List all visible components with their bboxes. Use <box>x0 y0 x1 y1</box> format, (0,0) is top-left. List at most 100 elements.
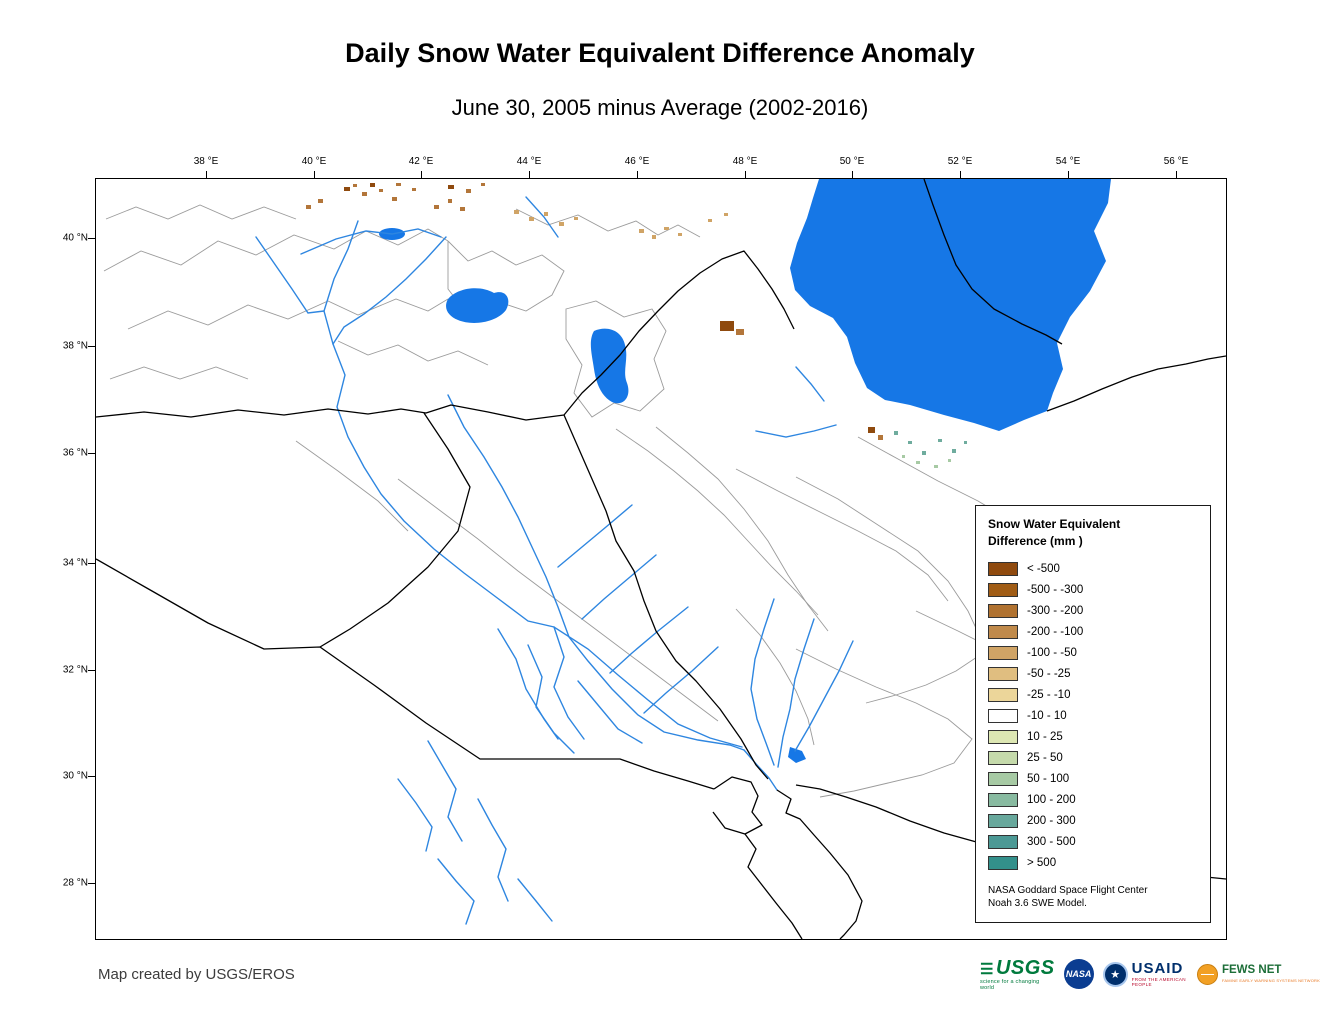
legend-entry-label: < -500 <box>1027 563 1060 576</box>
lat-label: 40 °N <box>62 232 88 244</box>
legend-entries: < -500 -500 - -300 -300 - -200 -200 - -100 -… <box>988 559 1204 874</box>
nasa-logo: NASA <box>1063 959 1094 989</box>
lat-label: 30 °N <box>62 770 88 782</box>
lon-label: 40 °E <box>301 156 327 167</box>
lon-tick <box>852 171 853 178</box>
legend-swatch <box>988 604 1018 619</box>
lon-label: 38 °E <box>193 156 219 167</box>
lon-label: 50 °E <box>839 156 865 167</box>
river-euphrates <box>323 220 743 748</box>
lakes <box>379 228 806 763</box>
legend-swatch <box>988 562 1018 577</box>
legend-swatch <box>988 688 1018 703</box>
legend-entry: 200 - 300 <box>988 811 1204 832</box>
anomaly-cells-positive <box>894 431 967 468</box>
lon-tick <box>529 171 530 178</box>
lon-tick <box>637 171 638 178</box>
lat-label: 36 °N <box>62 447 88 459</box>
legend-entry: -50 - -25 <box>988 664 1204 685</box>
legend-entry-label: -25 - -10 <box>1027 689 1071 702</box>
legend-title-line2: Difference (mm ) <box>988 534 1083 549</box>
legend-entry-label: -50 - -25 <box>1027 668 1071 681</box>
marsh <box>788 747 806 763</box>
caspian-sea <box>790 179 1111 431</box>
credit-text: Map created by USGS/EROS <box>98 966 295 983</box>
usaid-emblem-icon <box>1102 961 1128 987</box>
lat-label: 32 °N <box>62 664 88 676</box>
lat-tick <box>88 670 95 671</box>
legend-entry-label: -300 - -200 <box>1027 605 1084 618</box>
legend-entry: -500 - -300 <box>988 580 1204 601</box>
usaid-logo-name: USAID <box>1131 960 1184 977</box>
lon-tick <box>960 171 961 178</box>
nasa-logo-name: NASA <box>1065 969 1092 979</box>
rivers <box>255 196 854 925</box>
legend-entry-label: > 500 <box>1027 857 1057 870</box>
fewsnet-globe-icon <box>1196 963 1218 985</box>
lon-label: 42 °E <box>408 156 434 167</box>
legend-entry: 25 - 50 <box>988 748 1204 769</box>
usgs-logo-tagline: science for a changing world <box>980 978 1040 991</box>
fewsnet-logo: FEWS NET FAMINE EARLY WARNING SYSTEMS NE… <box>1196 963 1320 985</box>
legend-entry: > 500 <box>988 853 1204 874</box>
legend-entry-label: -100 - -50 <box>1027 647 1077 660</box>
river-shatt-al-arab <box>743 749 778 791</box>
legend-note-line2: Noah 3.6 SWE Model. <box>988 898 1087 910</box>
legend-swatch <box>988 793 1018 808</box>
lon-tick <box>314 171 315 178</box>
lat-tick <box>88 563 95 564</box>
legend-note: NASA Goddard Space Flight Center Noah 3.… <box>988 884 1204 911</box>
legend-swatch <box>988 730 1018 745</box>
lon-tick <box>745 171 746 178</box>
lon-label: 52 °E <box>947 156 973 167</box>
lon-tick <box>206 171 207 178</box>
lon-label: 44 °E <box>516 156 542 167</box>
lon-label: 46 °E <box>624 156 650 167</box>
legend-entry: 300 - 500 <box>988 832 1204 853</box>
river-tigris <box>447 394 745 751</box>
lat-label: 34 °N <box>62 557 88 569</box>
lat-label: 28 °N <box>62 877 88 889</box>
lon-label: 56 °E <box>1163 156 1189 167</box>
lon-tick <box>421 171 422 178</box>
lat-tick <box>88 883 95 884</box>
anomaly-cells-negative <box>306 183 883 440</box>
lon-tick <box>1176 171 1177 178</box>
legend: Snow Water Equivalent Difference (mm ) <… <box>975 505 1211 923</box>
legend-title: Snow Water Equivalent Difference (mm ) <box>988 516 1204 551</box>
lon-label: 48 °E <box>732 156 758 167</box>
legend-swatch <box>988 667 1018 682</box>
legend-entry: -100 - -50 <box>988 643 1204 664</box>
legend-entry: 10 - 25 <box>988 727 1204 748</box>
usaid-logo: USAID FROM THE AMERICAN PEOPLE <box>1102 960 1188 987</box>
legend-swatch <box>988 583 1018 598</box>
legend-swatch <box>988 772 1018 787</box>
legend-entry: -300 - -200 <box>988 601 1204 622</box>
legend-entry-label: -10 - 10 <box>1027 710 1067 723</box>
lat-tick <box>88 346 95 347</box>
usgs-logo-name: USGS <box>980 958 1055 978</box>
legend-swatch <box>988 709 1018 724</box>
legend-entry-label: -500 - -300 <box>1027 584 1084 597</box>
map-frame: 38 °E 40 °E 42 °E 44 °E 46 °E 48 °E 50 °E 52 °E… <box>63 156 1227 940</box>
lat-tick <box>88 776 95 777</box>
legend-entry-label: 50 - 100 <box>1027 773 1070 786</box>
legend-title-line1: Snow Water Equivalent <box>988 517 1121 531</box>
fewsnet-logo-tagline: FAMINE EARLY WARNING SYSTEMS NETWORK <box>1221 977 1320 983</box>
legend-swatch <box>988 625 1018 640</box>
page-title: Daily Snow Water Equivalent Difference A… <box>345 38 975 68</box>
legend-swatch <box>988 856 1018 871</box>
legend-entry: -10 - 10 <box>988 706 1204 727</box>
map-svg <box>96 179 1226 939</box>
page-subtitle: June 30, 2005 minus Average (2002-2016) <box>451 95 869 120</box>
legend-entry-label: -200 - -100 <box>1027 626 1084 639</box>
legend-entry-label: 300 - 500 <box>1027 836 1076 849</box>
legend-entry-label: 200 - 300 <box>1027 815 1076 828</box>
legend-entry-label: 100 - 200 <box>1027 794 1076 807</box>
legend-swatch <box>988 814 1018 829</box>
legend-swatch <box>988 835 1018 850</box>
lat-tick <box>88 453 95 454</box>
lon-label: 54 °E <box>1055 156 1081 167</box>
legend-entry: 50 - 100 <box>988 769 1204 790</box>
logo-row: USGS science for a changing world NASA U… <box>980 954 1320 994</box>
